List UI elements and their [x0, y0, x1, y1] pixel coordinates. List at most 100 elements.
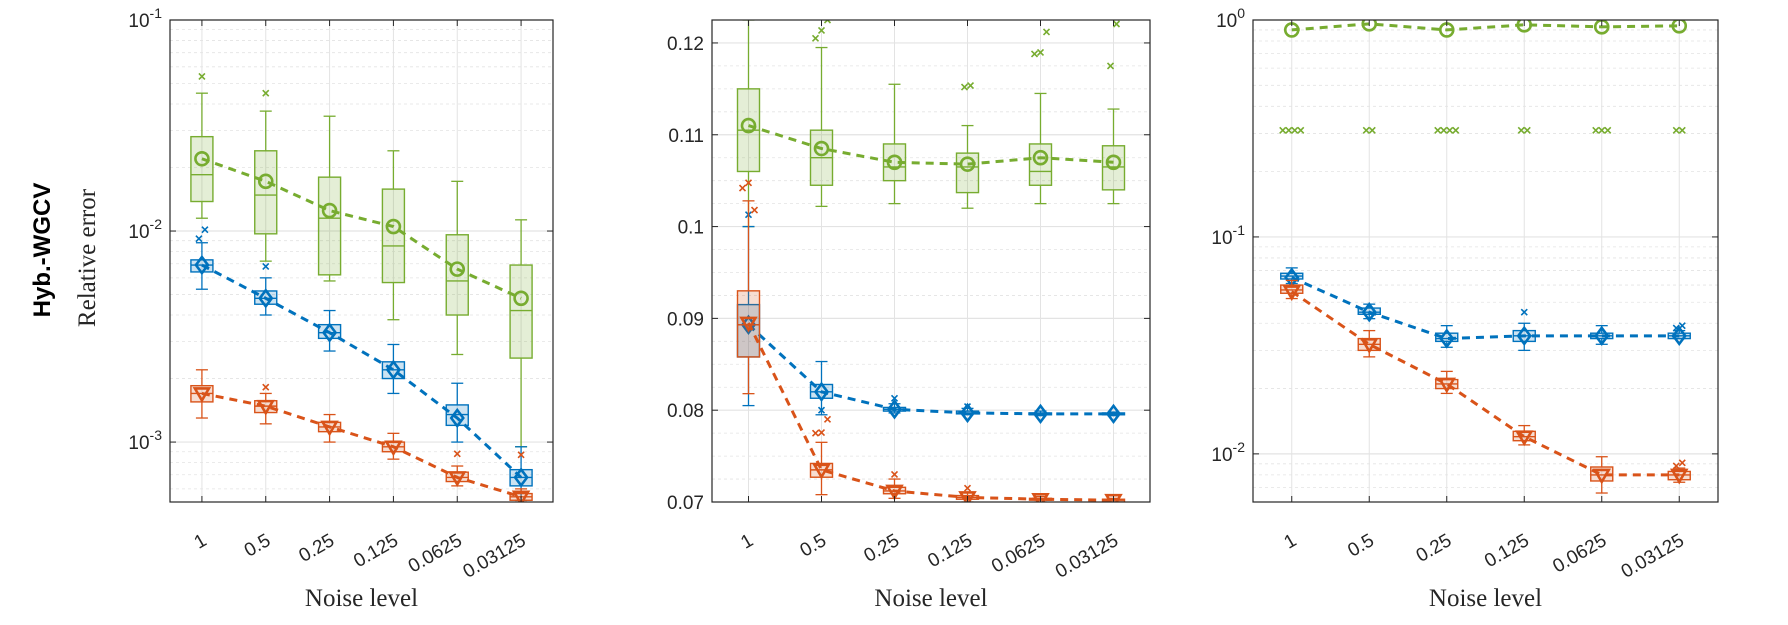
series-green	[1279, 20, 1688, 134]
mean-marker	[1282, 285, 1302, 302]
panel-right: 100 10-1 10-2 1 0.5 0.25 0.125 0.0625 0.03125 Noi…	[1211, 5, 1719, 612]
mean-marker	[511, 490, 531, 502]
outlier	[1106, 62, 1115, 70]
box	[955, 152, 980, 194]
series-orange	[190, 369, 533, 502]
series-blue	[736, 211, 1126, 425]
mean-marker	[321, 202, 338, 219]
x-tick-label: 1	[1281, 530, 1301, 553]
mean-marker	[256, 399, 276, 416]
outlier	[1440, 126, 1448, 134]
mean-marker	[321, 322, 338, 343]
axes-frame	[711, 19, 1151, 503]
mean-marker	[812, 463, 831, 480]
axes-frame	[1252, 19, 1719, 503]
mean-marker	[1104, 493, 1123, 502]
mean-marker	[1514, 430, 1534, 447]
x-tick-label: 0.125	[924, 530, 976, 572]
axes-frame	[169, 19, 554, 503]
outlier	[262, 89, 270, 97]
box	[190, 135, 214, 203]
outlier	[1446, 126, 1454, 134]
y-tick-label: 10-1	[1211, 222, 1245, 249]
outlier	[1297, 126, 1305, 134]
mean-marker	[740, 117, 757, 134]
mean-marker	[1516, 20, 1533, 33]
grid	[170, 19, 553, 502]
outlier	[1036, 48, 1045, 57]
series-orange	[736, 179, 1126, 502]
mean-marker	[258, 288, 274, 309]
y-tick-label: 0.09	[667, 309, 704, 330]
mean-marker	[1361, 20, 1378, 32]
mean-line	[1291, 276, 1680, 341]
x-tick-label: 0.0625	[405, 530, 466, 577]
mean-marker	[513, 290, 529, 307]
box	[381, 188, 406, 284]
box	[1435, 332, 1459, 343]
mean-marker	[1031, 492, 1050, 502]
outlier	[1452, 126, 1460, 134]
y-tick-label: 10-3	[128, 427, 162, 454]
outlier	[823, 415, 832, 423]
plot-area	[1279, 20, 1691, 494]
outlier	[817, 406, 826, 414]
outlier	[1604, 126, 1612, 134]
panel-middle: 0.07 0.08 0.09 0.1 0.11 0.12 1 0.5 0.25 0.125 0.06…	[667, 19, 1151, 612]
outlier	[811, 429, 820, 437]
x-tick-label: 1	[737, 530, 757, 553]
mean-marker	[1437, 377, 1457, 394]
x-tick-label: 0.0625	[988, 530, 1049, 577]
mean-marker	[1032, 403, 1049, 425]
outlier	[1678, 126, 1686, 134]
series-green	[190, 72, 533, 448]
mean-marker	[959, 402, 976, 424]
outlier	[1678, 459, 1686, 467]
outlier	[963, 484, 972, 492]
y-tick-label: 0.08	[667, 401, 704, 422]
mean-marker	[886, 399, 903, 420]
x-tick-label: 1	[191, 530, 211, 553]
plot-area	[190, 72, 533, 502]
mean-marker	[1032, 149, 1049, 166]
x-tick-label: 0.25	[860, 530, 903, 567]
x-tick-label: 0.03125	[1618, 530, 1688, 583]
outlier	[262, 383, 270, 391]
y-axis-label: Relative error	[74, 188, 101, 327]
mean-line	[747, 322, 1114, 502]
mean-marker	[385, 359, 402, 380]
mean-marker	[1594, 325, 1610, 347]
mean-marker	[1105, 403, 1122, 425]
x-tick-label: 0.5	[241, 530, 274, 561]
x-tick-label: 0.0625	[1549, 530, 1610, 577]
outlier	[744, 179, 753, 187]
mean-marker	[813, 140, 830, 157]
mean-line	[1291, 22, 1680, 32]
x-tick-label: 0.03125	[460, 530, 530, 583]
outlier	[1672, 462, 1680, 470]
mean-marker	[1516, 325, 1532, 347]
row-label: Hyb.-WGCV	[29, 183, 56, 318]
mean-line	[747, 323, 1114, 416]
grid	[1253, 19, 1718, 503]
x-axis-label: Noise level	[874, 585, 987, 612]
outlier	[1672, 126, 1680, 134]
outlier	[195, 235, 203, 243]
series-green	[736, 20, 1126, 228]
y-tick-label: 10-2	[1211, 439, 1245, 466]
mean-marker	[886, 154, 903, 171]
outlier	[1042, 28, 1051, 36]
outlier	[823, 20, 832, 24]
mean-marker	[958, 491, 977, 502]
series-orange	[1280, 279, 1691, 494]
x-tick-label: 0.5	[797, 530, 830, 561]
mean-marker	[449, 261, 466, 277]
x-tick-label: 0.25	[296, 530, 339, 567]
mean-marker	[384, 440, 403, 457]
mean-marker	[449, 407, 465, 429]
outlier	[738, 184, 747, 192]
y-tick-label: 0.1	[678, 218, 704, 239]
mean-marker	[959, 156, 976, 172]
y-tick-label: 10-2	[128, 216, 162, 243]
